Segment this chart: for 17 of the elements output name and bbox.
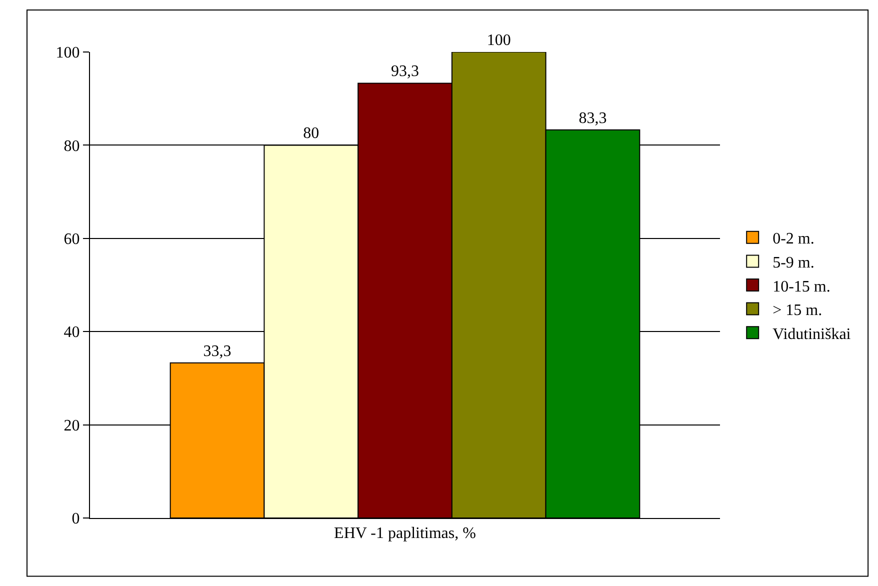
y-tick-label: 0 [72,510,80,528]
legend-label: 5-9 m. [772,254,814,272]
legend-label: 0-2 m. [772,230,814,248]
legend-label: Vidutiniškai [772,326,852,343]
legend-label: 10-15 m. [772,278,830,296]
y-tick-label: 60 [64,231,80,248]
data-label: 33,3 [203,342,232,360]
y-tick-label: 40 [64,324,80,342]
data-label: 83,3 [578,110,607,127]
data-label: 80 [303,125,320,142]
legend-label: > 15 m. [772,302,822,320]
y-tick-label: 80 [64,138,80,155]
y-tick-label: 100 [56,44,80,62]
data-label: 100 [486,32,511,49]
data-label: 93,3 [391,63,420,80]
y-tick-label: 20 [64,417,80,434]
x-tick-label: EHV -1 paplitimas, % [334,525,476,542]
